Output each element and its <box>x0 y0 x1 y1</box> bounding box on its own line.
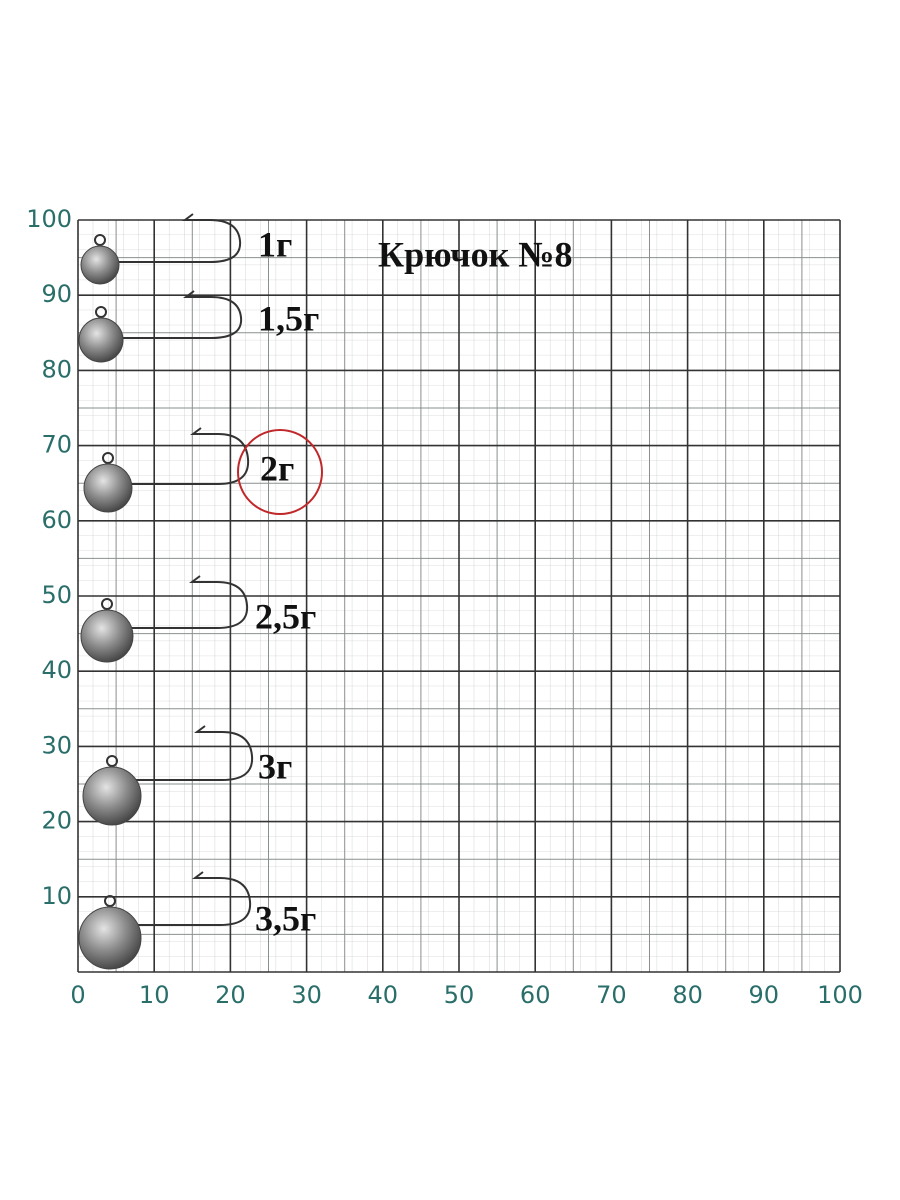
y-tick-label: 20 <box>41 807 72 835</box>
y-tick-label: 100 <box>26 205 72 233</box>
y-tick-label: 30 <box>41 731 72 759</box>
y-tick-label: 60 <box>41 506 72 534</box>
weight-label: 2г <box>260 448 294 488</box>
x-tick-label: 70 <box>596 981 627 1009</box>
y-tick-label: 40 <box>41 656 72 684</box>
jig-head: 3,5г <box>78 871 316 970</box>
eyelet <box>101 598 113 610</box>
jig-head: 1г <box>80 213 292 285</box>
lead-ball <box>78 317 124 363</box>
jig-head: 2г <box>83 427 323 515</box>
weight-label: 1г <box>258 224 292 264</box>
hook <box>107 575 249 629</box>
hook <box>100 213 242 263</box>
x-tick-label: 0 <box>70 981 85 1009</box>
x-tick-label: 90 <box>749 981 780 1009</box>
lead-ball <box>83 463 133 513</box>
x-tick-label: 40 <box>368 981 399 1009</box>
x-tick-label: 60 <box>520 981 551 1009</box>
x-tick-label: 30 <box>291 981 322 1009</box>
jig-head: 3г <box>82 725 292 826</box>
y-tick-label: 70 <box>41 431 72 459</box>
hook <box>112 725 254 781</box>
hook <box>110 871 252 926</box>
lead-ball <box>82 766 142 826</box>
y-tick-label: 90 <box>41 280 72 308</box>
weight-label: 2,5г <box>255 596 316 636</box>
hook <box>101 290 243 339</box>
lead-ball <box>78 906 142 970</box>
highlight-circle <box>237 429 323 515</box>
lead-ball <box>80 609 134 663</box>
x-tick-label: 80 <box>672 981 703 1009</box>
weight-label: 1,5г <box>258 298 319 338</box>
y-tick-label: 80 <box>41 355 72 383</box>
eyelet <box>95 306 107 318</box>
x-tick-label: 10 <box>139 981 170 1009</box>
x-tick-label: 50 <box>444 981 475 1009</box>
lead-ball <box>80 245 120 285</box>
jigs: 1г 1,5г 2г 2,5г 3г 3,5г <box>78 213 323 970</box>
x-tick-label: 20 <box>215 981 246 1009</box>
jig-head: 2,5г <box>80 575 316 663</box>
eyelet <box>94 234 106 246</box>
y-tick-label: 50 <box>41 581 72 609</box>
x-tick-label: 100 <box>817 981 863 1009</box>
eyelet <box>104 895 116 907</box>
jig-head: 1,5г <box>78 290 319 363</box>
eyelet <box>106 755 118 767</box>
y-tick-label: 10 <box>41 882 72 910</box>
hook <box>108 427 250 485</box>
major-grid: 0 10 20 30 40 50 60 70 80 90 100 10 20 30 40 50 60 70 80 90… <box>26 205 863 1009</box>
weight-label: 3г <box>258 746 292 786</box>
title: Крючок №8 <box>378 234 572 274</box>
weight-label: 3,5г <box>255 898 316 938</box>
eyelet <box>102 452 114 464</box>
